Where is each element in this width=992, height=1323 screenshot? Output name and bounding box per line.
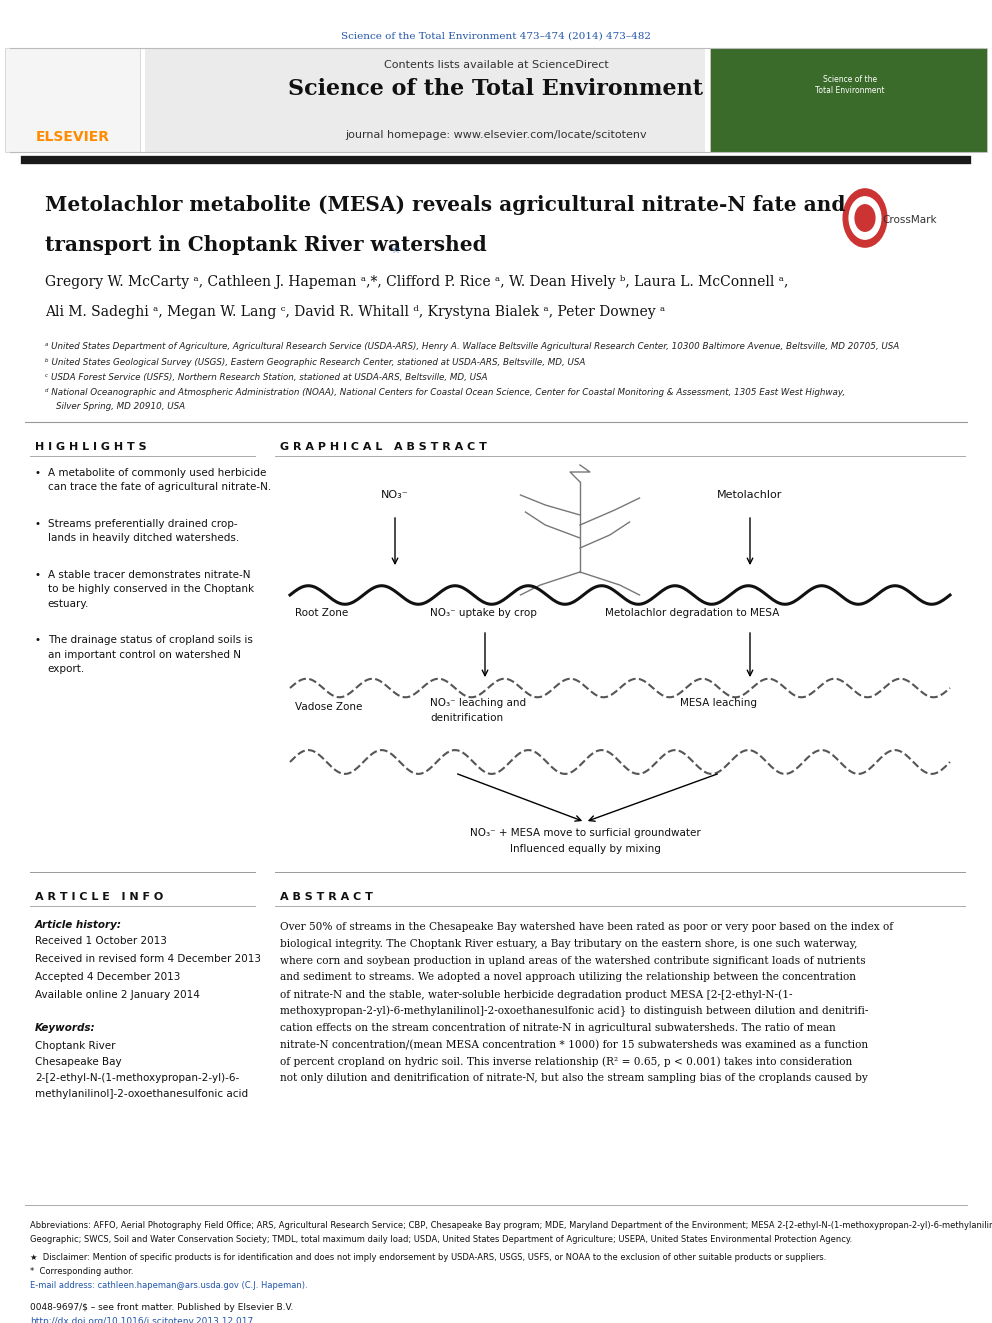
Text: A stable tracer demonstrates nitrate-N: A stable tracer demonstrates nitrate-N <box>48 570 250 579</box>
Bar <box>5 48 140 152</box>
Text: Choptank River: Choptank River <box>35 1041 115 1050</box>
Text: Over 50% of streams in the Chesapeake Bay watershed have been rated as poor or v: Over 50% of streams in the Chesapeake Ba… <box>280 922 893 931</box>
Text: H I G H L I G H T S: H I G H L I G H T S <box>35 442 147 452</box>
Text: Contents lists available at ScienceDirect: Contents lists available at ScienceDirec… <box>384 60 608 70</box>
Text: Metolachlor metabolite (MESA) reveals agricultural nitrate-N fate and: Metolachlor metabolite (MESA) reveals ag… <box>45 194 845 216</box>
Text: Geographic; SWCS, Soil and Water Conservation Society; TMDL, total maximum daily: Geographic; SWCS, Soil and Water Conserv… <box>30 1234 852 1244</box>
Text: Gregory W. McCarty ᵃ, Cathleen J. Hapeman ᵃ,*, Clifford P. Rice ᵃ, W. Dean Hivel: Gregory W. McCarty ᵃ, Cathleen J. Hapema… <box>45 275 789 288</box>
Text: of percent cropland on hydric soil. This inverse relationship (R² = 0.65, p < 0.: of percent cropland on hydric soil. This… <box>280 1056 852 1066</box>
Text: methoxypropan-2-yl)-6-methylanilinol]-2-oxoethanesulfonic acid} to distinguish b: methoxypropan-2-yl)-6-methylanilinol]-2-… <box>280 1005 868 1017</box>
Text: Available online 2 January 2014: Available online 2 January 2014 <box>35 990 199 1000</box>
Text: •: • <box>35 635 41 646</box>
Text: Root Zone: Root Zone <box>295 609 348 618</box>
Text: of nitrate-N and the stable, water-soluble herbicide degradation product MESA [2: of nitrate-N and the stable, water-solub… <box>280 990 793 1000</box>
Text: A metabolite of commonly used herbicide: A metabolite of commonly used herbicide <box>48 468 266 478</box>
Text: E-mail address: cathleen.hapeman@ars.usda.gov (C.J. Hapeman).: E-mail address: cathleen.hapeman@ars.usd… <box>30 1281 308 1290</box>
Text: denitrification: denitrification <box>430 713 503 722</box>
Text: MESA leaching: MESA leaching <box>680 699 757 708</box>
Text: Abbreviations: AFFO, Aerial Photography Field Office; ARS, Agricultural Research: Abbreviations: AFFO, Aerial Photography … <box>30 1221 992 1230</box>
Text: 0048-9697/$ – see front matter. Published by Elsevier B.V.: 0048-9697/$ – see front matter. Publishe… <box>30 1303 294 1312</box>
Text: NO₃⁻ + MESA move to surficial groundwater: NO₃⁻ + MESA move to surficial groundwate… <box>469 828 700 837</box>
Text: where corn and soybean production in upland areas of the watershed contribute si: where corn and soybean production in upl… <box>280 955 866 966</box>
Text: Metolachlor degradation to MESA: Metolachlor degradation to MESA <box>605 609 780 618</box>
Text: Vadose Zone: Vadose Zone <box>295 703 362 712</box>
Text: •: • <box>35 519 41 529</box>
Text: NO₃⁻: NO₃⁻ <box>381 490 409 500</box>
Text: •: • <box>35 468 41 478</box>
Text: Metolachlor: Metolachlor <box>717 490 783 500</box>
Bar <box>710 48 987 152</box>
Circle shape <box>855 205 875 232</box>
Circle shape <box>843 189 887 247</box>
Text: ★  Disclaimer: Mention of specific products is for identification and does not i: ★ Disclaimer: Mention of specific produc… <box>30 1253 826 1262</box>
Text: Keywords:: Keywords: <box>35 1023 95 1033</box>
Text: NO₃⁻ uptake by crop: NO₃⁻ uptake by crop <box>430 609 537 618</box>
Text: Influenced equally by mixing: Influenced equally by mixing <box>510 844 661 855</box>
Text: Streams preferentially drained crop-: Streams preferentially drained crop- <box>48 519 237 529</box>
Text: can trace the fate of agricultural nitrate-N.: can trace the fate of agricultural nitra… <box>48 483 271 492</box>
Text: an important control on watershed N: an important control on watershed N <box>48 650 241 660</box>
Text: ELSEVIER: ELSEVIER <box>36 130 110 144</box>
Text: Accepted 4 December 2013: Accepted 4 December 2013 <box>35 972 181 982</box>
Text: not only dilution and denitrification of nitrate-N, but also the stream sampling: not only dilution and denitrification of… <box>280 1073 868 1084</box>
Text: and sediment to streams. We adopted a novel approach utilizing the relationship : and sediment to streams. We adopted a no… <box>280 972 856 983</box>
Text: cation effects on the stream concentration of nitrate-N in agricultural subwater: cation effects on the stream concentrati… <box>280 1023 835 1033</box>
Text: lands in heavily ditched watersheds.: lands in heavily ditched watersheds. <box>48 533 239 544</box>
Text: *  Corresponding author.: * Corresponding author. <box>30 1267 134 1275</box>
Text: ᵃ United States Department of Agriculture, Agricultural Research Service (USDA-A: ᵃ United States Department of Agricultur… <box>45 343 900 351</box>
Text: transport in Choptank River watershed: transport in Choptank River watershed <box>45 235 487 255</box>
Text: export.: export. <box>48 664 85 675</box>
Text: methylanilinol]-2-oxoethanesulfonic acid: methylanilinol]-2-oxoethanesulfonic acid <box>35 1089 248 1099</box>
Text: Science of the Total Environment 473–474 (2014) 473–482: Science of the Total Environment 473–474… <box>341 32 651 41</box>
Text: A B S T R A C T: A B S T R A C T <box>280 892 373 902</box>
Text: http://dx.doi.org/10.1016/j.scitotenv.2013.12.017: http://dx.doi.org/10.1016/j.scitotenv.20… <box>30 1316 253 1323</box>
Text: ᶜ USDA Forest Service (USFS), Northern Research Station, stationed at USDA-ARS, : ᶜ USDA Forest Service (USFS), Northern R… <box>45 373 487 382</box>
Text: A R T I C L E   I N F O: A R T I C L E I N F O <box>35 892 164 902</box>
Text: journal homepage: www.elsevier.com/locate/scitotenv: journal homepage: www.elsevier.com/locat… <box>345 130 647 140</box>
Text: Received in revised form 4 December 2013: Received in revised form 4 December 2013 <box>35 954 261 964</box>
Text: Received 1 October 2013: Received 1 October 2013 <box>35 935 167 946</box>
Text: G R A P H I C A L   A B S T R A C T: G R A P H I C A L A B S T R A C T <box>280 442 487 452</box>
Text: NO₃⁻ leaching and: NO₃⁻ leaching and <box>430 699 526 708</box>
Text: 2-[2-ethyl-N-(1-methoxypropan-2-yl)-6-: 2-[2-ethyl-N-(1-methoxypropan-2-yl)-6- <box>35 1073 239 1084</box>
Text: Article history:: Article history: <box>35 919 122 930</box>
Text: ᵇ United States Geological Survey (USGS), Eastern Geographic Research Center, st: ᵇ United States Geological Survey (USGS)… <box>45 359 585 366</box>
Text: CrossMark: CrossMark <box>882 216 936 225</box>
Text: Science of the Total Environment: Science of the Total Environment <box>289 78 703 101</box>
Bar <box>145 48 705 152</box>
Text: Science of the
Total Environment: Science of the Total Environment <box>815 75 885 95</box>
Text: ᵈ National Oceanographic and Atmospheric Administration (NOAA), National Centers: ᵈ National Oceanographic and Atmospheric… <box>45 388 845 397</box>
Text: biological integrity. The Choptank River estuary, a Bay tributary on the eastern: biological integrity. The Choptank River… <box>280 939 857 949</box>
Text: to be highly conserved in the Choptank: to be highly conserved in the Choptank <box>48 585 254 594</box>
Text: Ali M. Sadeghi ᵃ, Megan W. Lang ᶜ, David R. Whitall ᵈ, Krystyna Bialek ᵃ, Peter : Ali M. Sadeghi ᵃ, Megan W. Lang ᶜ, David… <box>45 306 666 319</box>
Text: Silver Spring, MD 20910, USA: Silver Spring, MD 20910, USA <box>45 402 186 411</box>
Text: •: • <box>35 570 41 579</box>
Text: ☆: ☆ <box>390 245 400 255</box>
Text: The drainage status of cropland soils is: The drainage status of cropland soils is <box>48 635 253 646</box>
Text: nitrate-N concentration/(mean MESA concentration * 1000) for 15 subwatersheds wa: nitrate-N concentration/(mean MESA conce… <box>280 1040 868 1050</box>
Text: Chesapeake Bay: Chesapeake Bay <box>35 1057 122 1068</box>
Text: estuary.: estuary. <box>48 599 89 609</box>
Circle shape <box>849 197 881 239</box>
